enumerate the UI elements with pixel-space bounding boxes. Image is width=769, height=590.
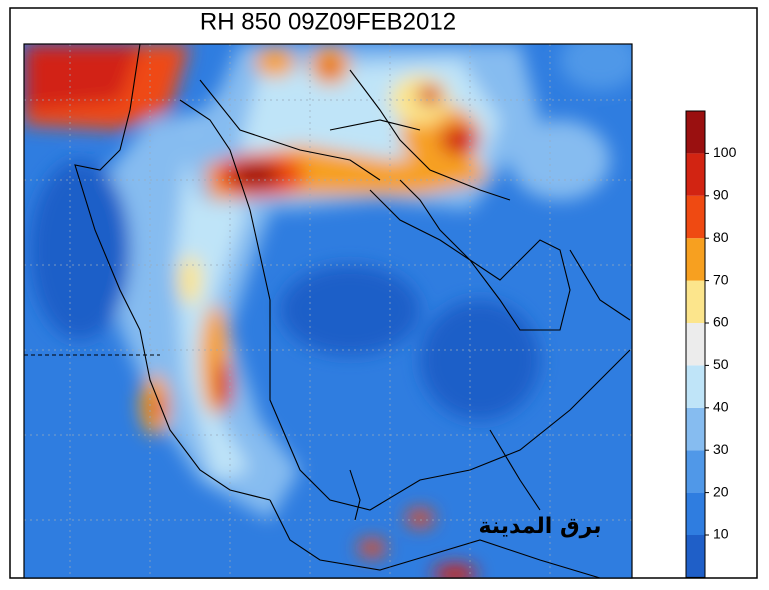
colorbar-label: 90 bbox=[713, 187, 729, 203]
colorbar-segment bbox=[686, 195, 705, 239]
colorbar-segment bbox=[686, 238, 705, 281]
colorbar-segment bbox=[686, 450, 705, 493]
colorbar-label: 10 bbox=[713, 526, 729, 542]
map-border bbox=[23, 43, 633, 579]
colorbar-label: 70 bbox=[713, 271, 729, 287]
colorbar-label: 100 bbox=[713, 144, 737, 160]
colorbar-label: 80 bbox=[713, 229, 729, 245]
colorbar-border bbox=[685, 110, 706, 578]
map bbox=[24, 44, 632, 578]
colorbar-segment bbox=[686, 153, 705, 196]
colorbar-segment bbox=[686, 535, 705, 578]
title: RH 850 09Z09FEB2012 bbox=[200, 8, 456, 35]
colorbar-label: 60 bbox=[713, 314, 729, 330]
colorbar-label: 40 bbox=[713, 399, 729, 415]
colorbar-segment bbox=[686, 280, 705, 323]
colorbar-segment bbox=[686, 323, 705, 366]
watermark: برق المدينة bbox=[478, 514, 601, 539]
colorbar-segment bbox=[686, 111, 705, 154]
colorbar-segment bbox=[686, 407, 705, 451]
colorbar-label: 50 bbox=[713, 356, 729, 372]
colorbar-label: 30 bbox=[713, 441, 729, 457]
colorbar: 10 20 30 40 50 60 70 80 90 100 bbox=[685, 110, 737, 578]
colorbar-segment bbox=[686, 492, 705, 535]
colorbar-segment bbox=[686, 365, 705, 408]
colorbar-label: 20 bbox=[713, 483, 729, 499]
